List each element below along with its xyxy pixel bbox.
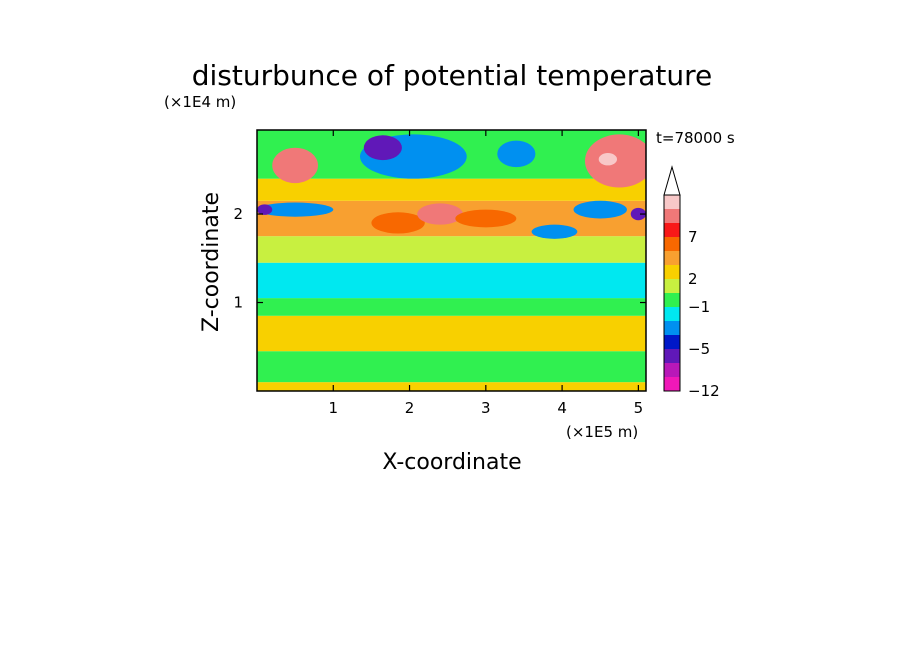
contour-feature-9 [531,224,578,239]
x-scale-label: (×1E5 m) [566,423,638,441]
x-tick-label-4: 4 [557,399,567,417]
contour-feature-12 [371,212,425,234]
field-band-5 [257,262,646,299]
field-band-1 [257,382,646,391]
field-band-3 [257,315,646,352]
contour-bands [257,130,646,391]
contour-feature-11 [630,207,646,221]
field-band-2 [257,351,646,383]
y-axis: 12 [233,205,646,312]
colorbar-tick-label-1: 7 [688,228,698,246]
colorbar-level-11 [664,237,680,251]
colorbar-level-2 [664,363,680,377]
field-band-8 [257,178,646,201]
field-band-4 [257,298,646,316]
colorbar-level-1 [664,377,680,391]
contour-feature-2 [584,134,646,188]
colorbar-level-12 [664,223,680,237]
colorbar-level-7 [664,293,680,307]
colorbar-level-10 [664,251,680,265]
colorbar-extend-arrow [663,165,681,196]
contour-feature-1 [272,147,319,184]
colorbar-level-13 [664,209,680,223]
colorbar-frame [663,194,681,392]
colorbar-level-6 [664,307,680,321]
x-tick-label-1: 1 [329,399,339,417]
contour-feature-7 [257,202,334,217]
colorbar-level-9 [664,265,680,279]
colorbar-tick-label-5: −12 [688,382,720,400]
x-tick-label-5: 5 [634,399,644,417]
colorbar-level-5 [664,321,680,335]
y-scale-label: (×1E4 m) [164,93,236,111]
contour-feature-6 [497,140,536,168]
chart-title: disturbunce of potential temperature [192,59,713,92]
x-tick-label-3: 3 [481,399,491,417]
y-tick-label-1: 1 [233,294,243,312]
contour-feature-8 [257,204,273,215]
contour-plot-area [257,130,646,391]
time-label: t=78000 s [656,129,735,147]
colorbar: 7 2 −1 −5 −12 [663,165,720,400]
field-band-6 [257,236,646,263]
contour-feature-3 [598,153,618,166]
contour-feature-14 [455,209,517,228]
colorbar-level-8 [664,279,680,293]
colorbar-level-3 [664,349,680,363]
y-axis-label: Z-coordinate [199,192,224,332]
colorbar-tick-label-2: 2 [688,270,698,288]
contour-feature-13 [417,203,463,225]
colorbar-tick-label-3: −1 [688,298,710,316]
x-axis: 1 2 3 4 5 [329,130,644,417]
contour-feature-10 [573,200,627,219]
colorbar-level-14 [664,195,680,209]
contour-features [257,134,646,239]
plot-frame [256,129,647,392]
colorbar-level-4 [664,335,680,349]
x-tick-label-2: 2 [405,399,415,417]
contour-feature-5 [363,135,402,161]
colorbar-tick-label-4: −5 [688,340,710,358]
x-axis-label: X-coordinate [382,450,521,475]
y-tick-label-2: 2 [233,205,243,223]
